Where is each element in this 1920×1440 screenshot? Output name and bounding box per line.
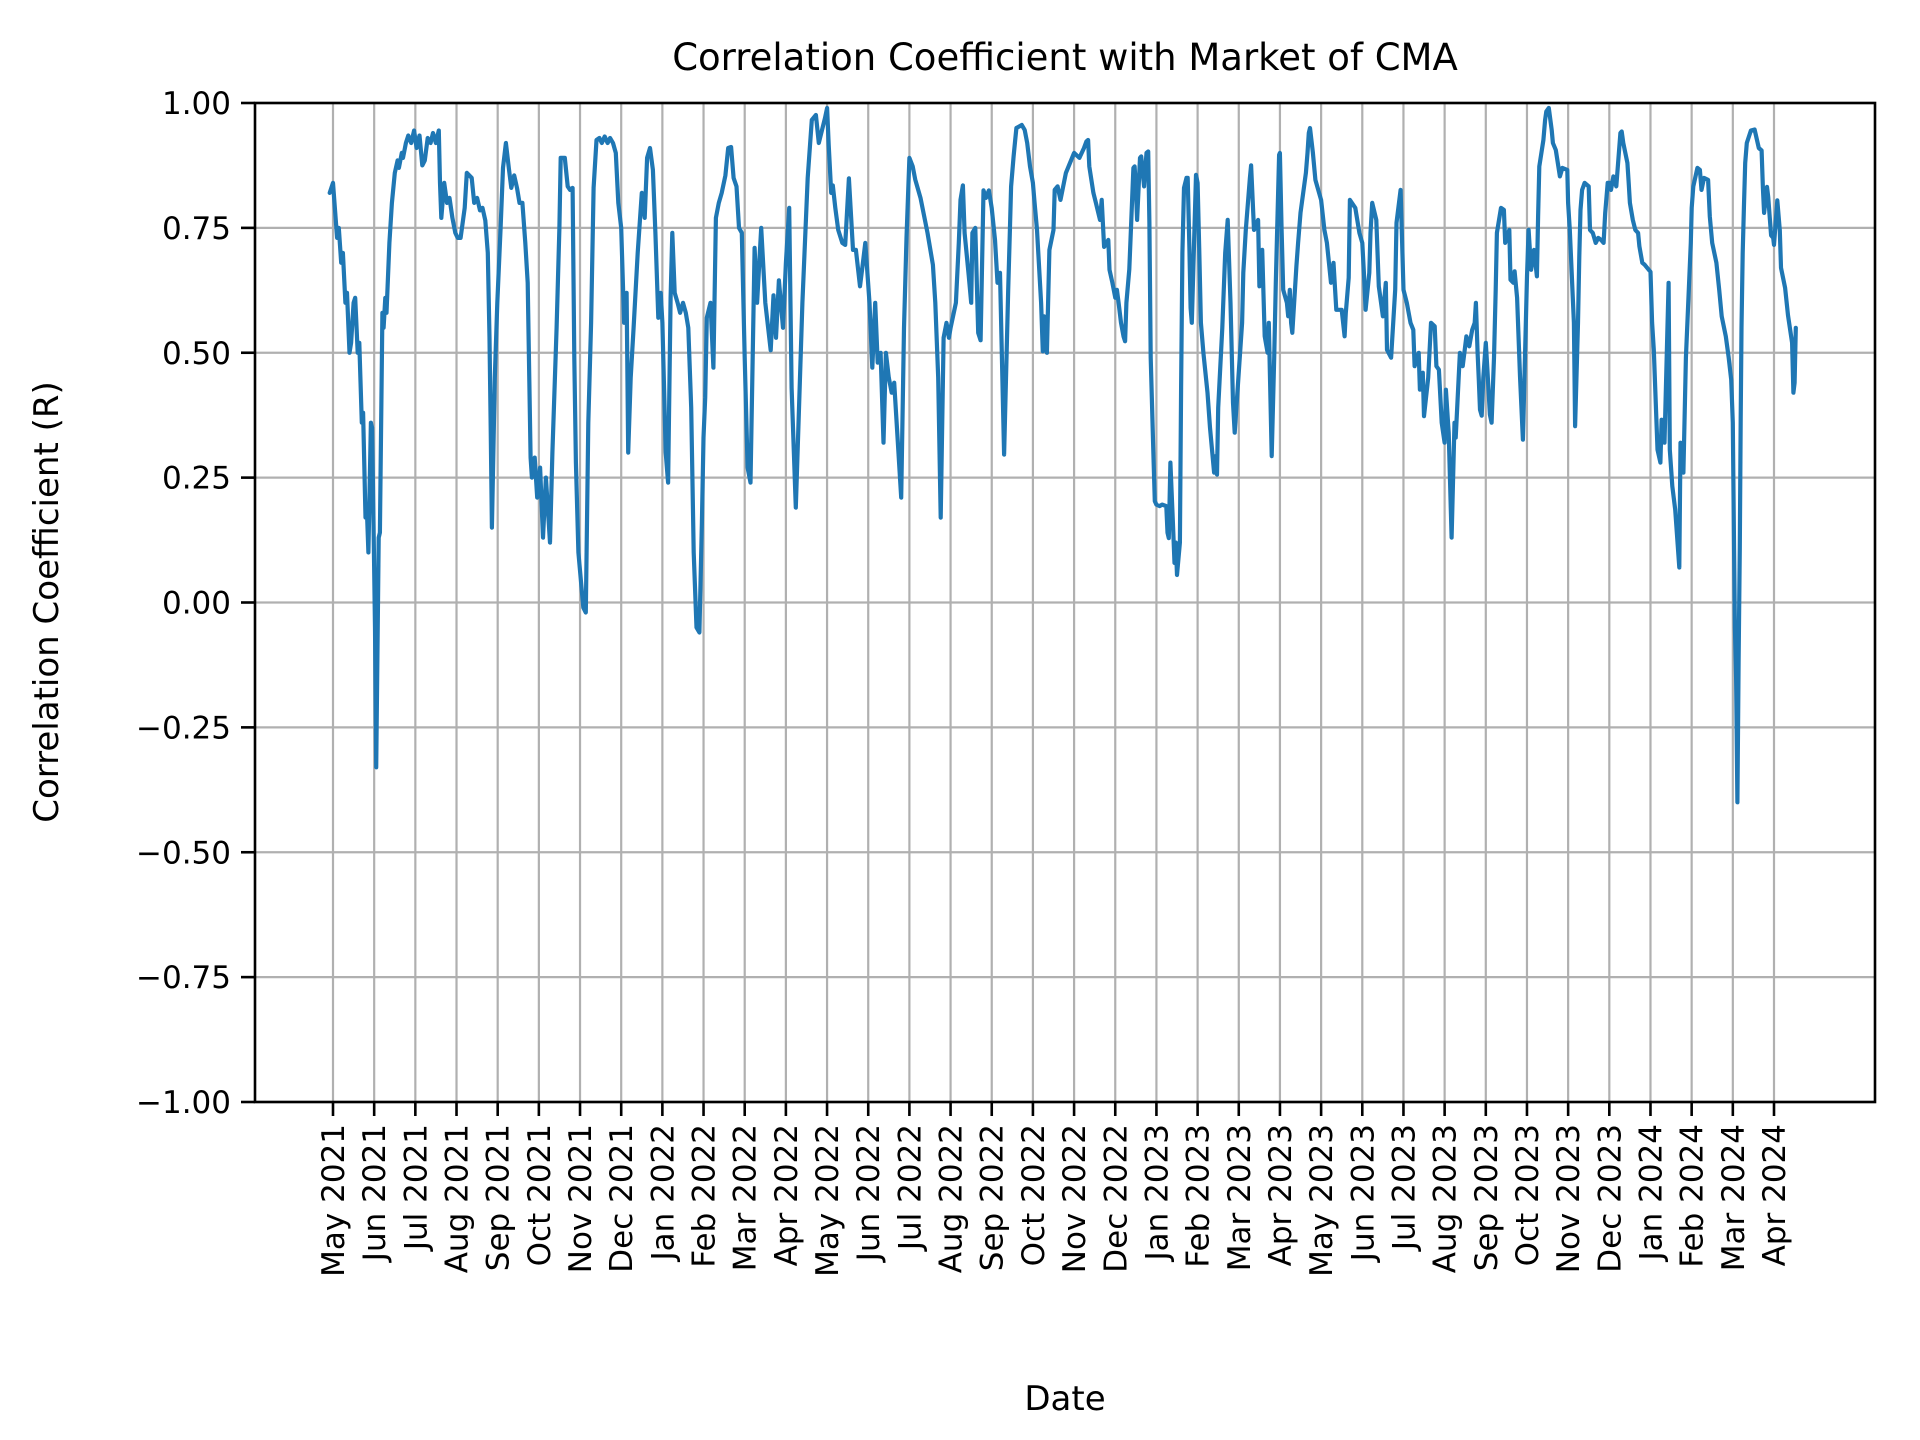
x-axis-label: Date (1024, 1379, 1105, 1419)
x-tick-label: Apr 2023 (1263, 1124, 1299, 1266)
x-tick-label: Dec 2022 (1098, 1124, 1134, 1273)
y-tick-label: 1.00 (162, 86, 231, 122)
x-tick-label: Dec 2021 (604, 1124, 640, 1273)
tick-labels: May 2021 Jun 2021 Jul 2021 Aug 2021 Sep 2021… (136, 86, 1793, 1277)
x-tick-label: Jan 2022 (645, 1124, 681, 1263)
y-tick-label: −0.75 (136, 960, 231, 996)
series-line (327, 105, 1798, 805)
x-tick-label: Sep 2023 (1469, 1124, 1505, 1271)
x-tick-label: Jul 2022 (892, 1124, 928, 1252)
x-tick-label: Jan 2024 (1634, 1124, 1670, 1263)
y-tick-label: 0.50 (162, 336, 231, 372)
x-tick-label: Jun 2022 (851, 1124, 887, 1263)
y-tick-label: 0.00 (162, 586, 231, 622)
x-tick-label: Nov 2023 (1551, 1124, 1587, 1273)
x-tick-label: Jun 2023 (1345, 1124, 1381, 1263)
x-tick-label: Oct 2022 (1016, 1124, 1052, 1266)
y-axis-label: Correlation Coefficient (R) (27, 381, 67, 823)
x-tick-label: May 2022 (810, 1124, 846, 1277)
x-tick-label: Feb 2024 (1675, 1124, 1711, 1268)
x-tick-label: Jan 2023 (1139, 1124, 1175, 1263)
x-tick-label: Sep 2022 (975, 1124, 1011, 1271)
x-tick-label: Jun 2021 (357, 1124, 393, 1263)
x-tick-label: Oct 2021 (522, 1124, 558, 1266)
series-layer (327, 105, 1798, 805)
x-tick-label: Dec 2023 (1592, 1124, 1628, 1273)
chart-title: Correlation Coefficient with Market of C… (672, 36, 1458, 79)
x-tick-label: Nov 2022 (1057, 1124, 1093, 1273)
x-tick-label: Apr 2022 (769, 1124, 805, 1266)
y-tick-label: −1.00 (136, 1085, 231, 1121)
x-tick-label: May 2021 (316, 1124, 352, 1277)
x-tick-label: Oct 2023 (1510, 1124, 1546, 1266)
x-tick-label: Aug 2023 (1428, 1124, 1464, 1273)
x-tick-label: Mar 2023 (1222, 1124, 1258, 1271)
x-tick-label: Mar 2024 (1716, 1124, 1752, 1271)
axes (241, 101, 1877, 1116)
x-tick-label: Apr 2024 (1757, 1124, 1793, 1266)
y-tick-label: −0.25 (136, 710, 231, 746)
y-tick-label: 0.75 (162, 211, 231, 247)
x-tick-label: Nov 2021 (563, 1124, 599, 1273)
x-tick-label: Feb 2023 (1181, 1124, 1217, 1268)
x-tick-label: May 2023 (1304, 1124, 1340, 1277)
x-tick-label: Jul 2021 (398, 1124, 434, 1252)
x-tick-label: Sep 2021 (481, 1124, 517, 1271)
x-tick-label: Mar 2022 (728, 1124, 764, 1271)
x-tick-label: Jul 2023 (1387, 1124, 1423, 1252)
x-tick-label: Aug 2022 (934, 1124, 970, 1273)
x-tick-label: Aug 2021 (440, 1124, 476, 1273)
x-tick-label: Feb 2022 (687, 1124, 723, 1268)
y-tick-label: −0.50 (136, 835, 231, 871)
y-tick-label: 0.25 (162, 461, 231, 497)
